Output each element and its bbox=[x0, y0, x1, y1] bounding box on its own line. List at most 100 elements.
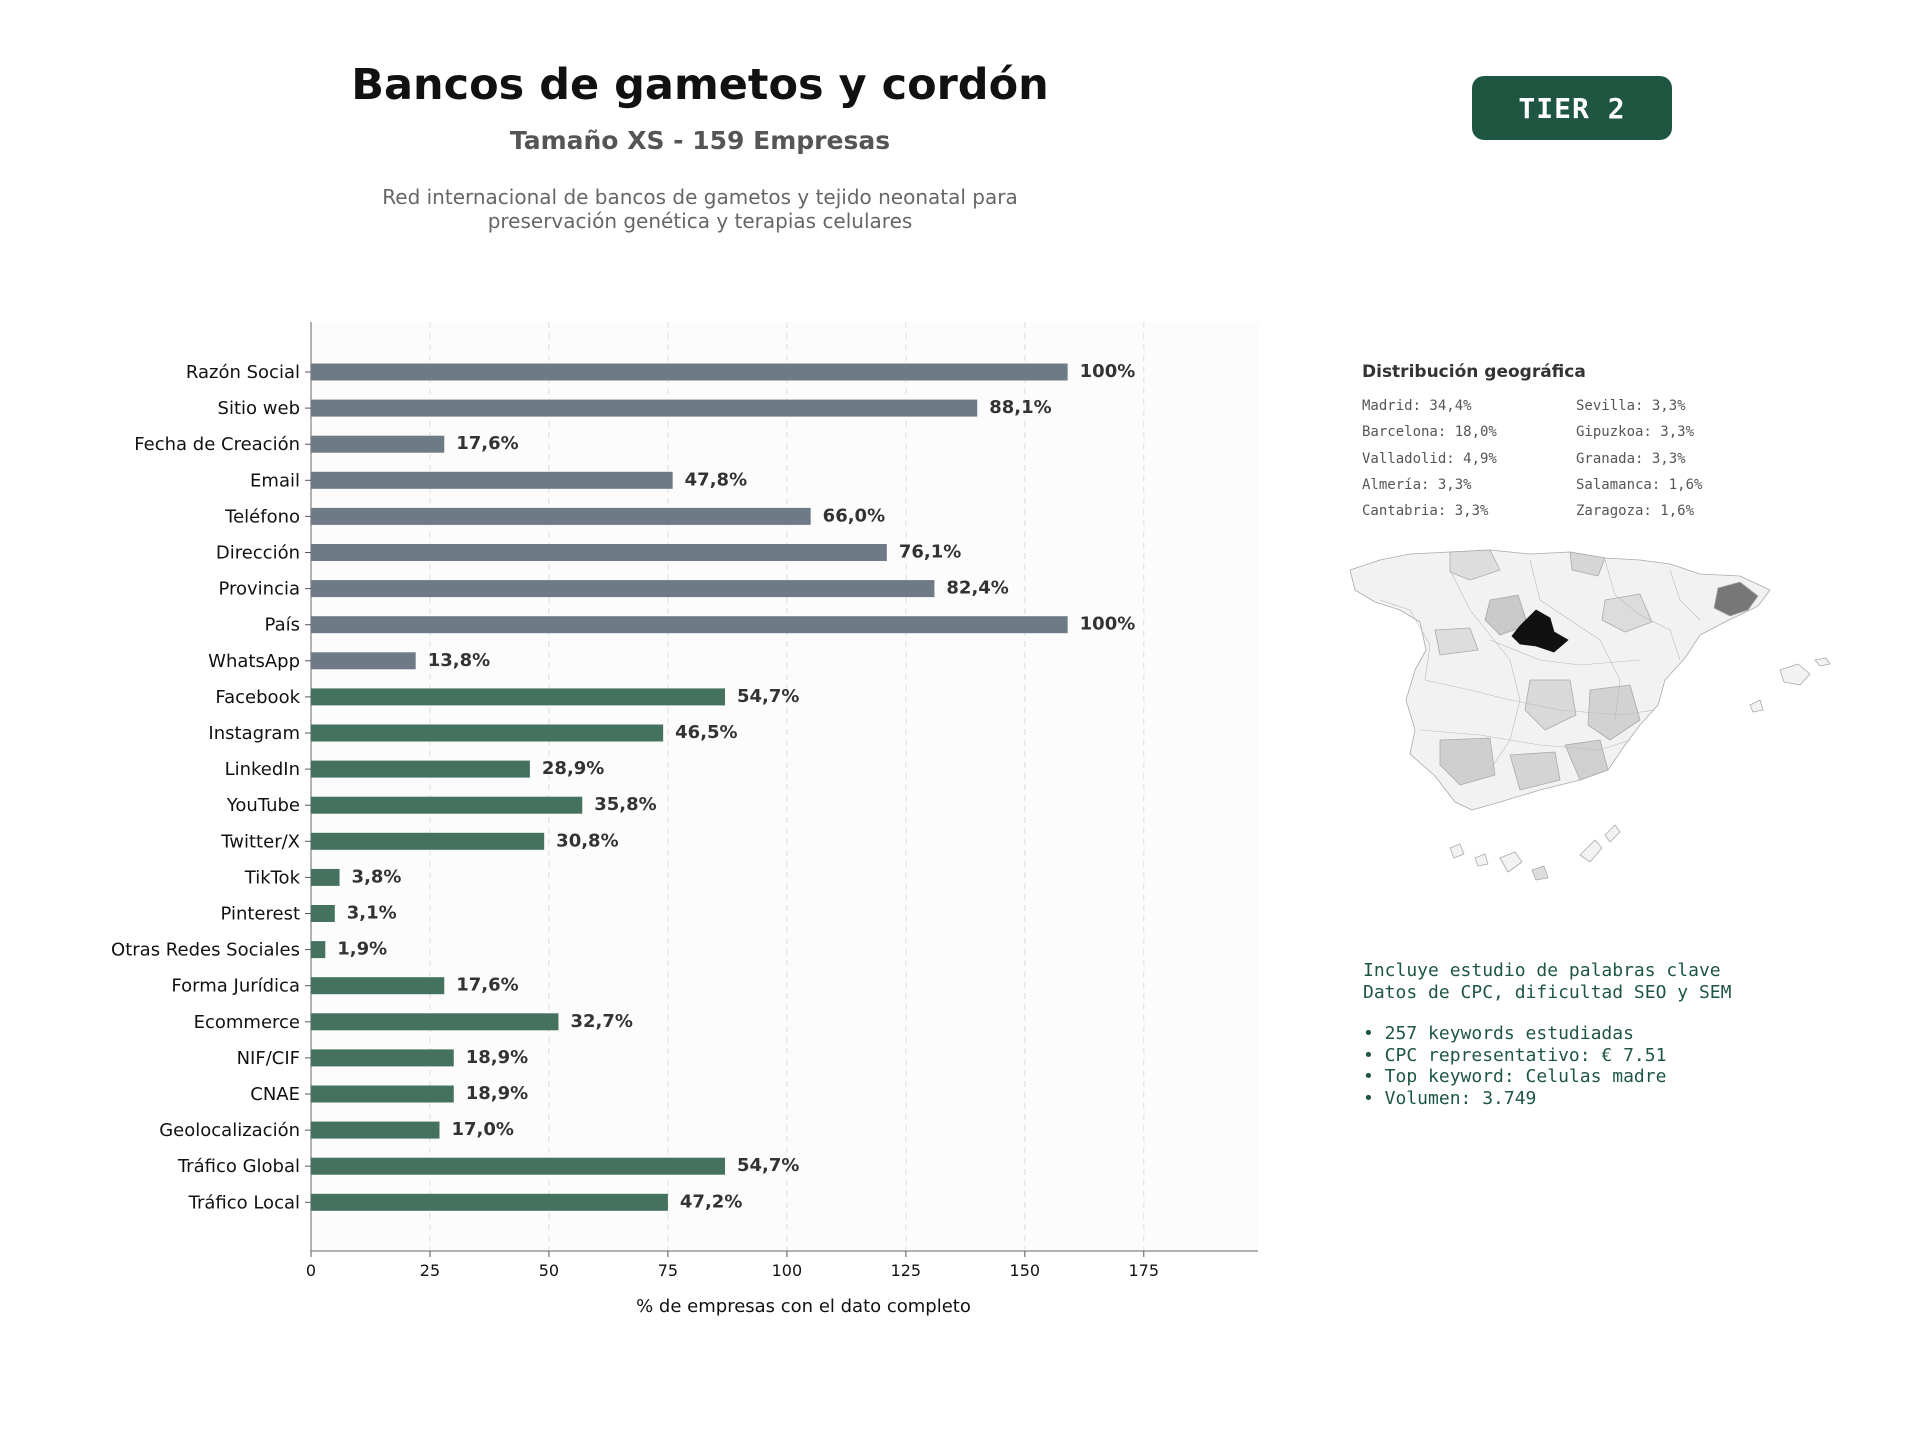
data-label: 66,0% bbox=[823, 505, 885, 526]
data-label: 3,1% bbox=[347, 903, 397, 924]
geo-item: Gipuzkoa: 3,3% bbox=[1576, 424, 1695, 441]
keyword-bullet: • CPC representativo: € 7.51 bbox=[1363, 1044, 1667, 1066]
map-region bbox=[1439, 737, 1496, 786]
keyword-bullet: • Top keyword: Celulas madre bbox=[1363, 1066, 1667, 1087]
keywords-summary: Incluye estudio de palabras clave Datos … bbox=[1363, 960, 1731, 1109]
y-tick-label: LinkedIn bbox=[225, 759, 300, 780]
bar bbox=[311, 796, 583, 814]
bar bbox=[311, 616, 1068, 634]
data-label: 32,7% bbox=[570, 1011, 632, 1032]
bar bbox=[311, 363, 1068, 381]
y-tick-label: WhatsApp bbox=[208, 651, 300, 672]
bar bbox=[311, 977, 445, 995]
data-label: 30,8% bbox=[556, 830, 618, 851]
geo-item: Granada: 3,3% bbox=[1576, 450, 1686, 467]
data-label: 35,8% bbox=[594, 794, 656, 815]
data-label: 28,9% bbox=[542, 758, 604, 779]
bar bbox=[311, 688, 726, 706]
map-region bbox=[1587, 684, 1641, 741]
x-tick-label: 0 bbox=[306, 1261, 316, 1280]
y-tick-label: Instagram bbox=[208, 723, 300, 744]
keywords-intro-line: Datos de CPC, dificultad SEO y SEM bbox=[1363, 981, 1732, 1003]
map-canary bbox=[1499, 851, 1523, 873]
map-balearic bbox=[1814, 657, 1831, 667]
geo-item: Valladolid: 4,9% bbox=[1362, 450, 1497, 467]
map-region bbox=[1449, 549, 1501, 581]
map-region bbox=[1569, 551, 1606, 577]
y-tick-label: Tráfico Local bbox=[188, 1192, 300, 1213]
data-label: 82,4% bbox=[946, 578, 1008, 599]
bar bbox=[311, 724, 664, 742]
data-label: 47,8% bbox=[685, 469, 747, 490]
data-label: 17,6% bbox=[456, 975, 518, 996]
keywords-intro-line: Incluye estudio de palabras clave bbox=[1363, 960, 1721, 981]
x-axis-label: % de empresas con el dato completo bbox=[636, 1296, 971, 1317]
geo-item: Madrid: 34,4% bbox=[1362, 398, 1472, 414]
data-label: 17,6% bbox=[456, 433, 518, 454]
y-tick-label: Fecha de Creación bbox=[134, 434, 300, 455]
description-line: preservación genética y terapias celular… bbox=[487, 209, 913, 233]
data-label: 46,5% bbox=[675, 722, 737, 743]
map-canary bbox=[1579, 839, 1603, 863]
geo-item: Zaragoza: 1,6% bbox=[1576, 503, 1695, 520]
bar bbox=[311, 652, 416, 670]
description: Red internacional de bancos de gametos y… bbox=[280, 185, 1120, 233]
data-label: 88,1% bbox=[989, 397, 1051, 418]
map-balearic bbox=[1749, 699, 1764, 713]
y-tick-label: Twitter/X bbox=[220, 831, 300, 852]
tier-badge: TIER 2 bbox=[1472, 76, 1672, 140]
y-tick-label: Email bbox=[250, 470, 300, 491]
map-canary bbox=[1604, 824, 1621, 843]
y-tick-label: Tráfico Global bbox=[177, 1156, 300, 1177]
bar bbox=[311, 832, 545, 850]
y-tick-label: Forma Jurídica bbox=[171, 976, 300, 997]
map-region bbox=[1601, 593, 1653, 633]
x-tick-label: 75 bbox=[658, 1261, 678, 1280]
x-tick-label: 150 bbox=[1010, 1261, 1041, 1280]
data-label: 76,1% bbox=[899, 542, 961, 563]
y-tick-label: Provincia bbox=[218, 579, 300, 600]
x-tick-label: 25 bbox=[420, 1261, 440, 1280]
map-canary bbox=[1449, 843, 1465, 859]
bar bbox=[311, 1085, 454, 1103]
data-label: 13,8% bbox=[428, 650, 490, 671]
y-tick-label: Teléfono bbox=[224, 506, 300, 527]
geo-item: Barcelona: 18,0% bbox=[1362, 424, 1497, 441]
data-label: 18,9% bbox=[466, 1047, 528, 1068]
data-label: 17,0% bbox=[451, 1119, 513, 1140]
bar bbox=[311, 1049, 454, 1067]
map-canary bbox=[1531, 865, 1549, 881]
x-tick-label: 125 bbox=[891, 1261, 922, 1280]
data-label: 54,7% bbox=[737, 1155, 799, 1176]
bar bbox=[311, 507, 811, 525]
y-tick-label: Sitio web bbox=[218, 398, 300, 419]
map-canary bbox=[1474, 853, 1489, 867]
geo-item: Almería: 3,3% bbox=[1362, 476, 1472, 493]
y-tick-label: Otras Redes Sociales bbox=[111, 940, 300, 961]
bar bbox=[311, 399, 978, 417]
data-label: 3,8% bbox=[352, 866, 402, 887]
map-region bbox=[1509, 751, 1561, 791]
map-region bbox=[1434, 627, 1479, 656]
map-region bbox=[1524, 679, 1577, 731]
spain-map bbox=[1349, 549, 1831, 881]
y-tick-label: YouTube bbox=[226, 795, 300, 816]
y-tick-label: Razón Social bbox=[186, 362, 300, 383]
bar bbox=[311, 544, 887, 561]
bar bbox=[311, 760, 530, 778]
data-label: 1,9% bbox=[337, 939, 387, 960]
geo-item: Sevilla: 3,3% bbox=[1576, 398, 1686, 414]
map-region bbox=[1484, 594, 1529, 636]
data-label: 100% bbox=[1080, 614, 1136, 635]
map-region-madrid bbox=[1511, 609, 1569, 653]
bar bbox=[311, 905, 335, 922]
y-tick-label: Dirección bbox=[216, 543, 300, 564]
geo-item: Salamanca: 1,6% bbox=[1576, 476, 1703, 493]
y-tick-label: TikTok bbox=[244, 867, 301, 888]
data-label: 100% bbox=[1080, 361, 1136, 382]
geo-item: Cantabria: 3,3% bbox=[1362, 503, 1489, 520]
bar bbox=[311, 580, 935, 598]
bar bbox=[311, 471, 673, 489]
data-label: 47,2% bbox=[680, 1191, 742, 1212]
